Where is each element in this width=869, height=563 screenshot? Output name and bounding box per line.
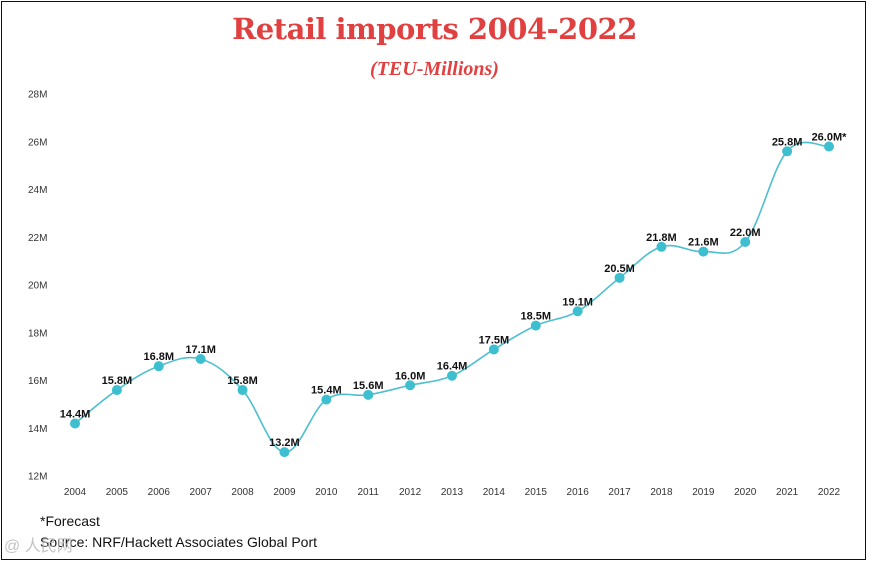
data-label: 19.1M [562, 296, 593, 308]
data-label: 15.6M [353, 380, 384, 392]
chart-subtitle: (TEU-Millions) [370, 58, 499, 80]
chart-title: Retail imports 2004-2022 [232, 12, 637, 46]
data-point [740, 237, 751, 248]
x-tick-label: 2009 [273, 487, 296, 498]
y-tick-label: 24M [28, 185, 47, 196]
data-point [321, 394, 332, 405]
series-line [74, 141, 830, 453]
x-tick-label: 2008 [231, 487, 254, 498]
data-label: 18.5M [520, 311, 551, 323]
data-point [111, 385, 122, 396]
forecast-note: *Forecast [40, 513, 100, 529]
x-tick-label: 2010 [315, 487, 338, 498]
data-label: 26.0M* [812, 132, 848, 144]
x-tick-label: 2014 [483, 487, 506, 498]
x-tick-label: 2012 [399, 487, 422, 498]
x-tick-label: 2016 [567, 487, 590, 498]
data-point [237, 385, 248, 396]
data-label: 15.8M [227, 375, 258, 387]
data-point [572, 306, 583, 317]
data-label: 20.5M [604, 263, 635, 275]
data-point [782, 146, 793, 157]
x-tick-label: 2015 [525, 487, 548, 498]
watermark-logo: @ 人民网 [4, 538, 73, 555]
data-label: 17.1M [185, 344, 216, 356]
x-tick-label: 2013 [441, 487, 464, 498]
data-label: 15.8M [102, 375, 133, 387]
data-point [488, 344, 499, 355]
data-point [195, 354, 206, 365]
x-tick-label: 2004 [64, 487, 87, 498]
data-point [279, 447, 290, 458]
data-point [698, 246, 709, 257]
data-label: 21.6M [688, 237, 719, 249]
y-tick-label: 20M [28, 281, 47, 292]
data-point [656, 241, 667, 252]
x-tick-label: 2011 [357, 487, 379, 498]
data-point [70, 418, 80, 429]
data-label: 22.0M [730, 227, 761, 239]
y-tick-label: 28M [28, 90, 47, 101]
data-label: 17.5M [479, 334, 510, 346]
data-label: 13.2M [269, 437, 300, 449]
y-tick-label: 16M [28, 376, 47, 387]
data-label: 16.0M [395, 370, 426, 382]
data-label: 21.8M [646, 232, 677, 244]
series-markers [70, 141, 834, 458]
data-point [447, 370, 457, 381]
data-labels: 14.4M 15.8M 16.8M 17.1M 15.8M 13.2M 15.4M 15.6M… [60, 132, 847, 450]
x-tick-label: 2021 [776, 487, 799, 498]
x-tick-label: 2022 [818, 487, 841, 498]
x-tick-label: 2018 [650, 487, 673, 498]
x-axis-ticks: 2004 2005 2006 2007 2008 2009 2010 2011 2012 2013… [64, 487, 841, 498]
x-tick-label: 2006 [148, 487, 171, 498]
data-label: 15.4M [311, 385, 342, 397]
data-label: 16.8M [143, 351, 174, 363]
x-tick-label: 2007 [190, 487, 213, 498]
y-tick-label: 12M [28, 472, 47, 483]
data-point [153, 361, 164, 372]
data-point [530, 320, 541, 331]
y-tick-label: 18M [28, 328, 47, 339]
x-tick-label: 2020 [734, 487, 757, 498]
y-tick-label: 26M [28, 137, 47, 148]
y-tick-label: 14M [28, 424, 47, 435]
data-label: 14.4M [60, 408, 91, 420]
data-point [614, 272, 625, 283]
data-label: 25.8M [772, 136, 803, 148]
x-tick-label: 2017 [608, 487, 631, 498]
y-tick-label: 22M [28, 233, 47, 244]
data-point [405, 380, 416, 391]
data-label: 16.4M [437, 361, 468, 373]
x-tick-label: 2019 [692, 487, 715, 498]
source-note: Source: NRF/Hackett Associates Global Po… [40, 534, 317, 550]
data-point [363, 389, 374, 400]
x-tick-label: 2005 [106, 487, 129, 498]
data-point [824, 141, 834, 152]
y-axis-ticks: 12M 14M 16M 18M 20M 22M 24M 26M 28M [28, 90, 47, 483]
